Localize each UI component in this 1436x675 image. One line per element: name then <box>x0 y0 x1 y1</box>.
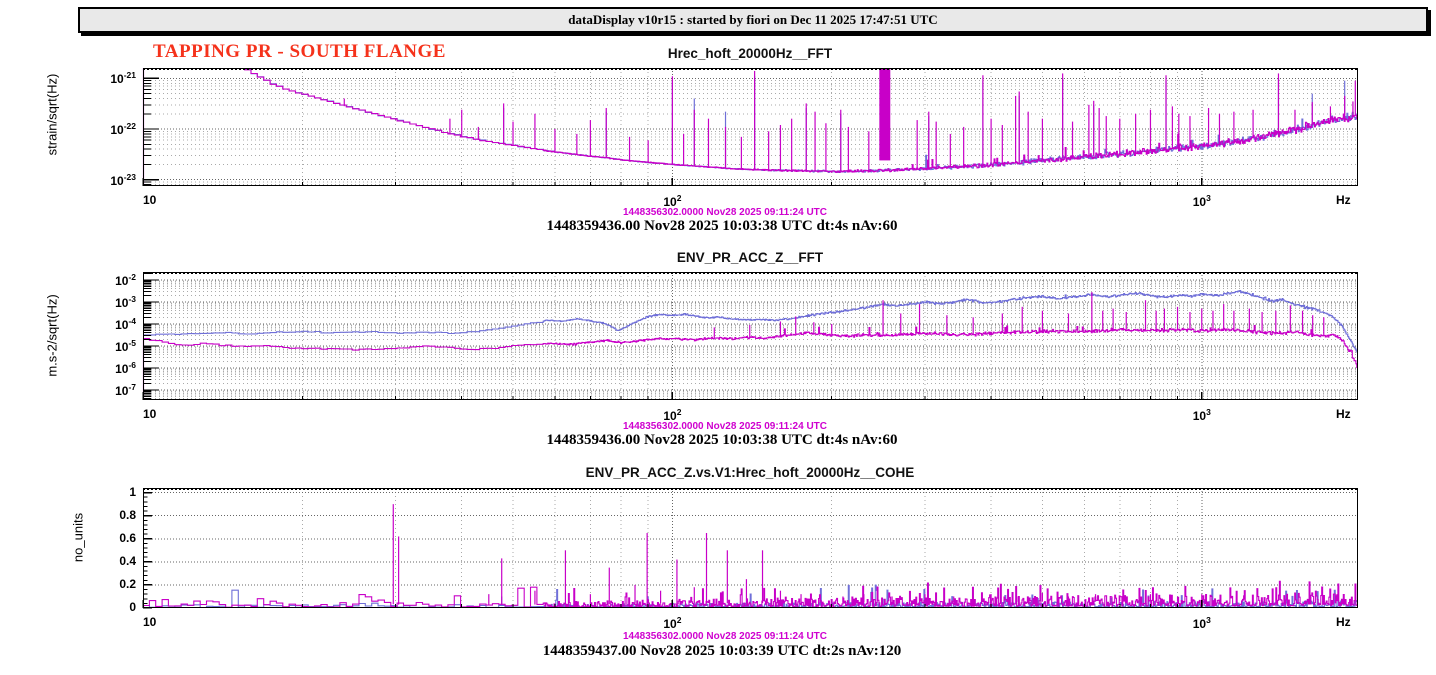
plot3-y-tick-label: 1 <box>129 484 136 499</box>
plot1-x-tick-label: 10 <box>143 193 157 207</box>
plot1-y-tick-label: 10-21 <box>110 70 136 87</box>
plot3-x-tick-label: 103 <box>1192 615 1211 631</box>
plot1-ref-timestamp: 1448356302.0000 Nov28 2025 09:11:24 UTC <box>622 207 828 218</box>
plot2-y-axis-label: m.s-2/sqrt(Hz) <box>44 294 60 377</box>
plot3-y-tick-label: 0.4 <box>119 553 136 568</box>
plot1-x-tick-label: 103 <box>1192 193 1211 209</box>
plot2-ref-timestamp: 1448356302.0000 Nov28 2025 09:11:24 UTC <box>622 421 828 432</box>
plot1-canvas <box>142 68 1358 186</box>
plot2-canvas <box>142 272 1358 400</box>
plot1-x-tick-label: 102 <box>663 193 682 209</box>
plot3-y-tick-label: 0.8 <box>119 507 136 522</box>
plot2-y-tick-label: 10-6 <box>115 359 136 376</box>
plot1-main-timestamp: 1448359436.00 Nov28 2025 10:03:38 UTC dt… <box>546 218 898 234</box>
window-title: dataDisplay v10r15 : started by fiori on… <box>568 12 938 27</box>
plot3-y-tick-label: 0 <box>129 600 136 614</box>
plot1-y-tick-label: 10-22 <box>110 121 136 137</box>
plot3-ref-timestamp: 1448356302.0000 Nov28 2025 09:11:24 UTC <box>622 631 828 642</box>
plot2-x-tick-label: 10 <box>143 407 157 421</box>
window-title-bar: dataDisplay v10r15 : started by fiori on… <box>78 7 1428 33</box>
plot3-main-timestamp: 1448359437.00 Nov28 2025 10:03:39 UTC dt… <box>542 643 902 659</box>
plot3-y-tick-label: 0.6 <box>119 530 136 545</box>
plot3-x-tick-label: 10 <box>143 615 157 629</box>
plot2-x-tick-label: 102 <box>663 407 682 423</box>
plot1-y-tick-label: 10-23 <box>110 171 136 188</box>
plot3-x-tick-label: 102 <box>663 615 682 631</box>
plot2-y-tick-label: 10-7 <box>115 381 136 398</box>
plot2-y-tick-label: 10-5 <box>115 337 136 354</box>
plot3-title: ENV_PR_ACC_Z.vs.V1:Hrec_hoft_20000Hz__CO… <box>585 465 915 480</box>
plot2-y-tick-label: 10-2 <box>115 271 136 288</box>
plot2-y-tick-label: 10-4 <box>115 315 136 332</box>
plot3-y-tick-label: 0.2 <box>119 576 136 591</box>
plot2-y-tick-label: 10-3 <box>115 293 136 310</box>
plot1-y-axis-label: strain/sqrt(Hz) <box>44 73 60 156</box>
plot1-x-unit-label: Hz <box>1336 193 1351 207</box>
plot2-title: ENV_PR_ACC_Z__FFT <box>676 250 824 265</box>
annotation-label: TAPPING PR - SOUTH FLANGE <box>153 41 446 62</box>
plot1-title: Hrec_hoft_20000Hz__FFT <box>667 46 833 61</box>
plot2-main-timestamp: 1448359436.00 Nov28 2025 10:03:38 UTC dt… <box>546 432 898 448</box>
plot3-canvas <box>142 488 1358 609</box>
plot3-x-unit-label: Hz <box>1336 615 1351 629</box>
plot2-x-tick-label: 103 <box>1192 407 1211 423</box>
plot2-x-unit-label: Hz <box>1336 407 1351 421</box>
